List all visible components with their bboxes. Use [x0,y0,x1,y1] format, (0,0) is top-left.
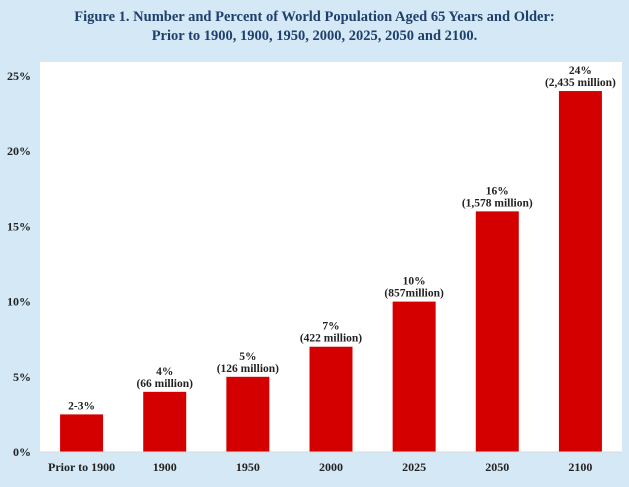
x-tick-label: 2050 [485,460,509,474]
bar-2025 [392,301,436,452]
y-axis: 0% 5% 10% 15% 20% 25% [7,69,31,459]
data-label: 4% [156,366,173,378]
y-tick-label: 15% [7,219,31,233]
x-axis: Prior to 1900 1900 1950 2000 2025 2050 2100 [40,451,622,474]
data-label: (1,578 million) [462,197,533,209]
bar-2050 [475,211,519,452]
y-tick-label: 25% [7,69,31,83]
y-tick-label: 10% [7,295,31,309]
bar-prior-to-1900 [60,414,104,452]
x-tick-label: 2000 [319,460,343,474]
data-label: 5% [239,351,256,363]
bar-2100 [558,91,602,452]
y-tick-label: 0% [13,445,31,459]
data-label: 2-3% [68,400,95,412]
bar-1950 [226,376,270,452]
data-label: 10% [403,276,426,288]
chart-title-line-1: Figure 1. Number and Percent of World Po… [74,9,555,25]
data-label: (422 million) [300,333,362,345]
bar-1900 [143,391,187,452]
data-label: (66 million) [136,378,193,390]
chart-title: Figure 1. Number and Percent of World Po… [0,8,629,46]
data-label: (857million) [384,288,444,300]
bar-2000 [309,346,353,452]
data-labels: 2-3% 4%(66 million) 5%(126 million) 7%(422 … [68,65,616,412]
y-tick-label: 20% [7,144,31,158]
bars [60,91,602,452]
data-label: 16% [486,185,509,197]
data-label: (126 million) [217,363,279,375]
x-tick-label: 2100 [568,460,592,474]
x-tick-label: 1900 [153,460,177,474]
data-label: 24% [569,65,592,77]
x-tick-label: Prior to 1900 [48,460,115,474]
data-label: 7% [322,321,339,333]
y-tick-label: 5% [13,370,31,384]
chart-title-line-2: Prior to 1900, 1900, 1950, 2000, 2025, 2… [151,28,478,44]
x-tick-label: 1950 [236,460,260,474]
data-label: (2,435 million) [545,77,616,89]
x-tick-label: 2025 [402,460,426,474]
